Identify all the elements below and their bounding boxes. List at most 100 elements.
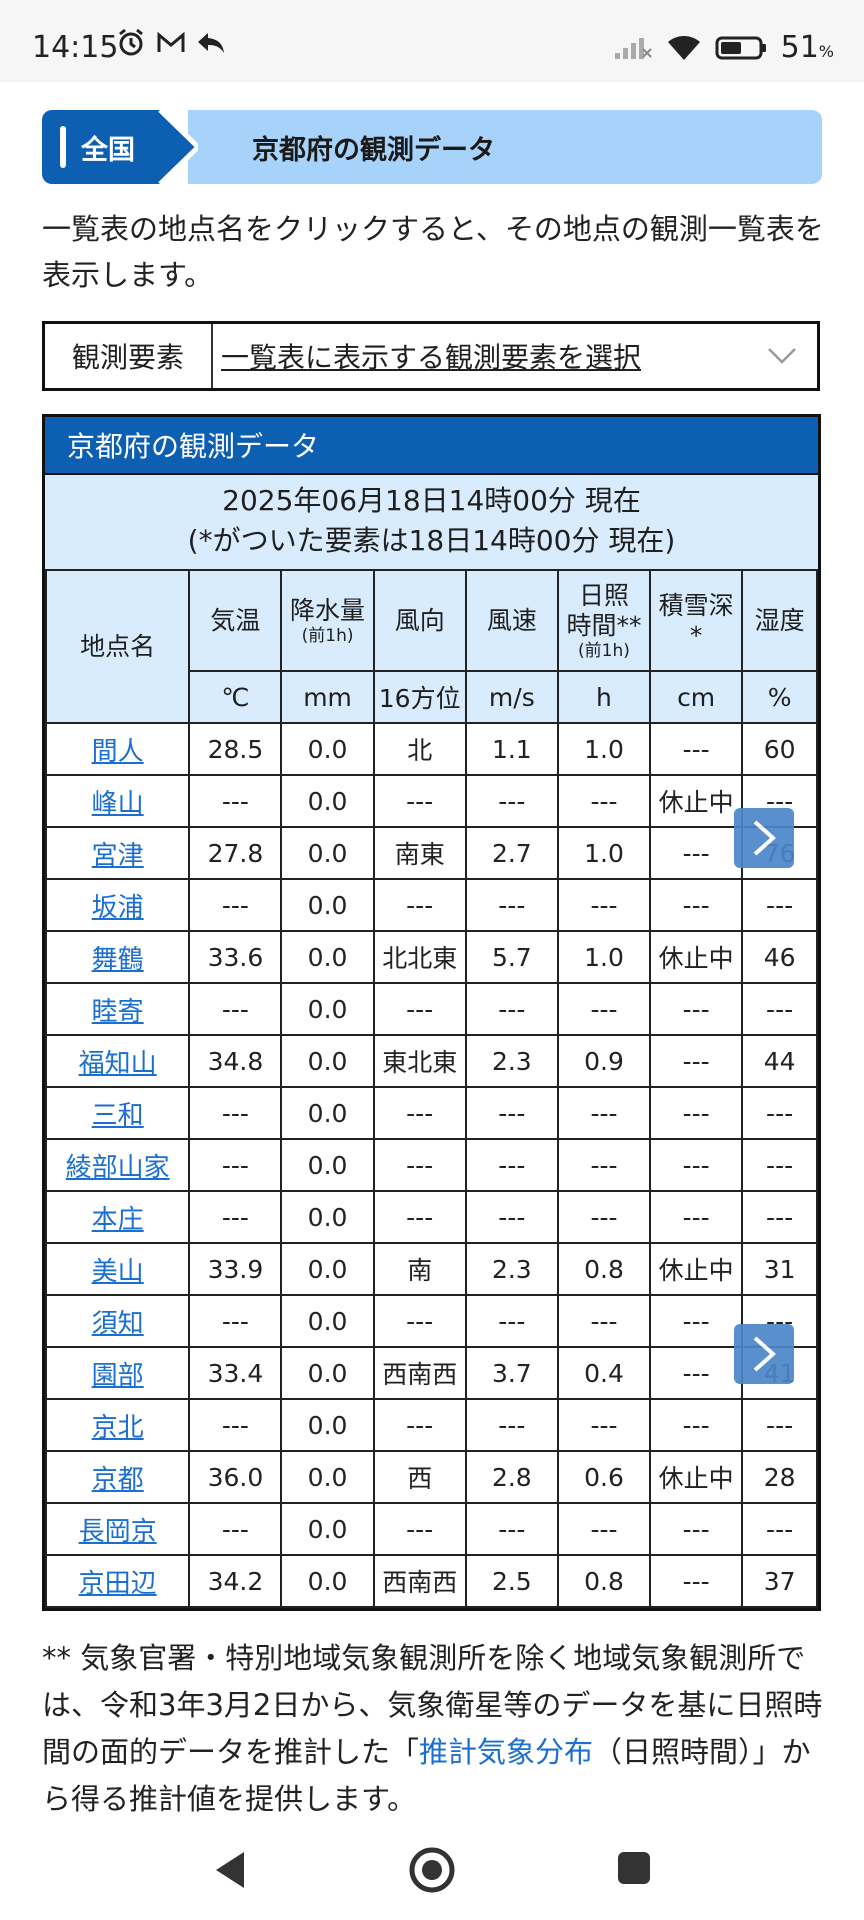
table-cell: --- bbox=[649, 982, 744, 1036]
table-cell: 28.5 bbox=[188, 722, 283, 776]
table-cell: --- bbox=[188, 1190, 283, 1244]
table-cell: 西南西 bbox=[372, 1346, 467, 1400]
battery-level: 51% bbox=[780, 30, 834, 65]
table-cell: 北 bbox=[372, 722, 467, 776]
status-bar: 14:15 51% bbox=[0, 0, 864, 82]
table-row: 三和 --- 0.0 --- --- --- --- --- bbox=[44, 1086, 818, 1140]
home-icon[interactable] bbox=[408, 1846, 456, 1894]
signal-icon bbox=[614, 37, 652, 59]
chevron-down-icon[interactable] bbox=[747, 324, 817, 388]
station-link[interactable]: 綾部山家 bbox=[44, 1138, 191, 1192]
station-link[interactable]: 三和 bbox=[44, 1086, 191, 1140]
table-cell: 1.0 bbox=[556, 826, 652, 880]
recents-icon[interactable] bbox=[614, 1848, 654, 1888]
table-cell: --- bbox=[649, 1190, 744, 1244]
table-cell: 0.9 bbox=[556, 1034, 652, 1088]
chevron-right-icon bbox=[753, 820, 777, 856]
table-cell: 2.5 bbox=[464, 1554, 559, 1608]
table-cell: --- bbox=[188, 1294, 283, 1348]
table-cell: 東北東 bbox=[372, 1034, 467, 1088]
table-cell: --- bbox=[188, 1138, 283, 1192]
table-cell: 休止中 bbox=[649, 930, 744, 984]
table-cell: --- bbox=[649, 1398, 744, 1452]
table-cell: 南東 bbox=[372, 826, 467, 880]
selector-label: 観測要素 bbox=[45, 324, 213, 388]
scroll-right-button[interactable] bbox=[734, 808, 794, 868]
back-icon[interactable] bbox=[210, 1848, 250, 1892]
table-cell: --- bbox=[556, 878, 652, 932]
table-row: 睦寄 --- 0.0 --- --- --- --- --- bbox=[44, 982, 818, 1036]
table-cell: 休止中 bbox=[649, 1242, 744, 1296]
station-link[interactable]: 京田辺 bbox=[44, 1554, 191, 1608]
observation-time: 2025年06月18日14時00分 現在 (*がついた要素は18日14時00分 … bbox=[45, 473, 818, 569]
column-unit: cm bbox=[649, 670, 744, 724]
station-link[interactable]: 間人 bbox=[44, 722, 191, 776]
station-link[interactable]: 京北 bbox=[44, 1398, 191, 1452]
column-unit: ℃ bbox=[188, 670, 283, 724]
table-cell: --- bbox=[649, 878, 744, 932]
table-row: 峰山 --- 0.0 --- --- --- 休止中 --- bbox=[44, 774, 818, 828]
station-link[interactable]: 本庄 bbox=[44, 1190, 191, 1244]
table-cell: --- bbox=[649, 1034, 744, 1088]
table-cell: 0.0 bbox=[280, 930, 375, 984]
table-cell: --- bbox=[372, 1138, 467, 1192]
table-cell: --- bbox=[188, 982, 283, 1036]
table-cell: 1.0 bbox=[556, 722, 652, 776]
station-link[interactable]: 園部 bbox=[44, 1346, 191, 1400]
table-cell: --- bbox=[464, 1294, 559, 1348]
table-row: 坂浦 --- 0.0 --- --- --- --- --- bbox=[44, 878, 818, 932]
table-cell: 0.6 bbox=[556, 1450, 652, 1504]
station-link[interactable]: 長岡京 bbox=[44, 1502, 191, 1556]
reply-icon bbox=[198, 33, 224, 53]
table-cell: --- bbox=[372, 982, 467, 1036]
table-cell: 31 bbox=[741, 1242, 818, 1296]
station-link[interactable]: 美山 bbox=[44, 1242, 191, 1296]
table-cell: 0.0 bbox=[280, 982, 375, 1036]
table-cell: --- bbox=[741, 1190, 818, 1244]
station-link[interactable]: 睦寄 bbox=[44, 982, 191, 1036]
observation-table: 地点名 気温 降水量 (前1h) 風向 風速 日照 時間** (前1h) 積雪深 * 湿度 ℃ mm 16方… bbox=[44, 569, 818, 1608]
selector-value[interactable]: 一覧表に表示する観測要素を選択 bbox=[221, 341, 642, 374]
breadcrumb: 京都府の観測データ 全国 bbox=[42, 110, 822, 184]
table-cell: --- bbox=[464, 1502, 559, 1556]
element-selector[interactable]: 観測要素 一覧表に表示する観測要素を選択 bbox=[42, 321, 820, 391]
station-link[interactable]: 坂浦 bbox=[44, 878, 191, 932]
table-cell: 西 bbox=[372, 1450, 467, 1504]
table-cell: 1.0 bbox=[556, 930, 652, 984]
table-cell: 34.8 bbox=[188, 1034, 283, 1088]
table-cell: --- bbox=[741, 1086, 818, 1140]
table-cell: --- bbox=[188, 878, 283, 932]
table-cell: 0.0 bbox=[280, 1450, 375, 1504]
table-cell: --- bbox=[556, 1086, 652, 1140]
table-cell: 休止中 bbox=[649, 1450, 744, 1504]
table-cell: --- bbox=[649, 1554, 744, 1608]
table-cell: 3.7 bbox=[464, 1346, 559, 1400]
station-link[interactable]: 宮津 bbox=[44, 826, 191, 880]
station-link[interactable]: 須知 bbox=[44, 1294, 191, 1348]
column-unit: 16方位 bbox=[372, 670, 467, 724]
table-cell: --- bbox=[649, 826, 744, 880]
table-cell: 0.0 bbox=[280, 1398, 375, 1452]
table-cell: 46 bbox=[741, 930, 818, 984]
estimated-distribution-link[interactable]: 推計気象分布 bbox=[419, 1735, 594, 1769]
table-cell: 0.0 bbox=[280, 774, 375, 828]
table-row: 京田辺 34.2 0.0 西南西 2.5 0.8 --- 37 bbox=[44, 1554, 818, 1608]
table-cell: 0.0 bbox=[280, 878, 375, 932]
table-cell: 0.0 bbox=[280, 1242, 375, 1296]
table-cell: 0.0 bbox=[280, 1086, 375, 1140]
table-cell: 西南西 bbox=[372, 1554, 467, 1608]
station-link[interactable]: 舞鶴 bbox=[44, 930, 191, 984]
table-cell: 5.7 bbox=[464, 930, 559, 984]
station-link[interactable]: 峰山 bbox=[44, 774, 191, 828]
table-cell: --- bbox=[741, 1138, 818, 1192]
table-cell: --- bbox=[464, 1086, 559, 1140]
station-link[interactable]: 京都 bbox=[44, 1450, 191, 1504]
table-cell: --- bbox=[649, 722, 744, 776]
table-row: 美山 33.9 0.0 南 2.3 0.8 休止中 31 bbox=[44, 1242, 818, 1296]
station-link[interactable]: 福知山 bbox=[44, 1034, 191, 1088]
scroll-right-button[interactable] bbox=[734, 1324, 794, 1384]
column-unit: h bbox=[556, 670, 652, 724]
breadcrumb-home-link[interactable]: 全国 bbox=[42, 110, 150, 184]
table-row: 舞鶴 33.6 0.0 北北東 5.7 1.0 休止中 46 bbox=[44, 930, 818, 984]
table-cell: 27.8 bbox=[188, 826, 283, 880]
